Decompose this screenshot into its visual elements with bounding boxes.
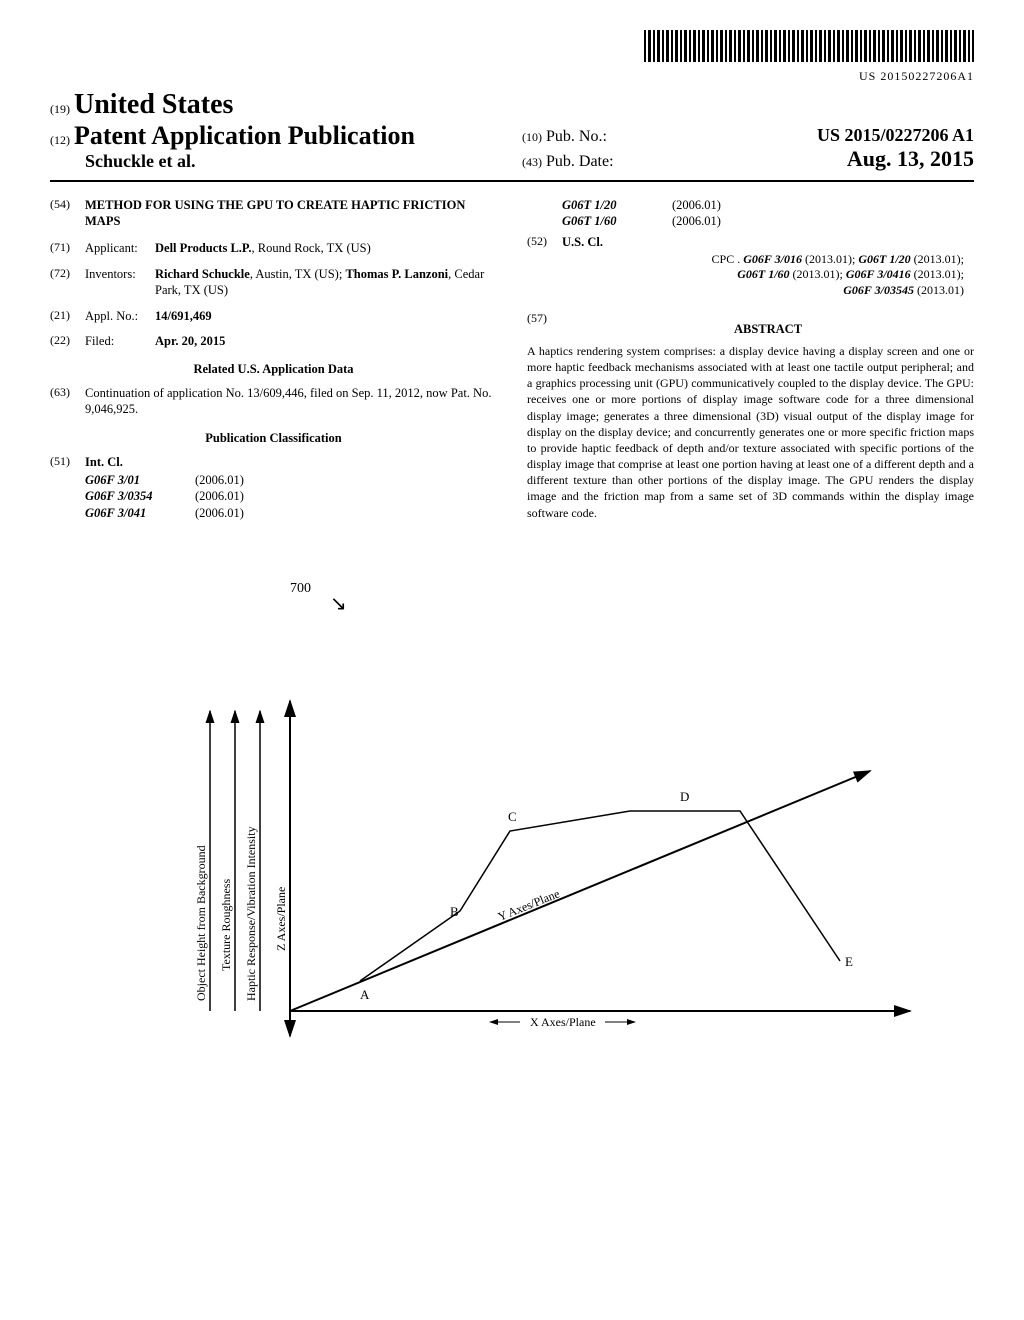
pub-no: US 2015/0227206 A1: [817, 125, 974, 146]
intcl-row: G06T 1/60(2006.01): [527, 213, 974, 229]
applicant-name: Dell Products L.P.: [155, 241, 252, 255]
cpc-line: CPC . G06F 3/016 (2013.01); G06T 1/20 (2…: [562, 252, 964, 268]
intcl-row: G06F 3/01(2006.01): [50, 472, 497, 488]
pubdate-prefix: (43): [522, 155, 542, 169]
pubtype-prefix: (12): [50, 133, 70, 147]
title-num: (54): [50, 197, 85, 230]
filed-num: (22): [50, 333, 85, 349]
left-column: (54) METHOD FOR USING THE GPU TO CREATE …: [50, 197, 497, 521]
point-e: E: [845, 954, 853, 969]
continuation-text: Continuation of application No. 13/609,4…: [85, 385, 497, 418]
figure-ref-arrow: ↘: [330, 591, 347, 616]
cpc-line: G06F 3/03545 (2013.01): [562, 283, 964, 299]
uscl-num: (52): [527, 234, 562, 250]
applicant-label: Applicant:: [85, 240, 155, 256]
inventor1: Richard Schuckle: [155, 267, 250, 281]
abstract-num: (57): [527, 311, 562, 343]
inventor1-loc: , Austin, TX (US);: [250, 267, 343, 281]
cpc-line: G06T 1/60 (2013.01); G06F 3/0416 (2013.0…: [562, 267, 964, 283]
intcl-row: G06T 1/20(2006.01): [527, 197, 974, 213]
related-header: Related U.S. Application Data: [50, 361, 497, 377]
ylabel-1: Texture Roughness: [219, 878, 233, 970]
pub-type: Patent Application Publication: [74, 121, 415, 150]
inventors-label: Inventors:: [85, 266, 155, 299]
filed-label: Filed:: [85, 333, 155, 349]
appl-label: Appl. No.:: [85, 308, 155, 324]
appl-num: (21): [50, 308, 85, 324]
abstract-label: ABSTRACT: [562, 321, 974, 337]
intcl-row: G06F 3/041(2006.01): [50, 505, 497, 521]
diag-label: Y Axes/Plane: [496, 886, 562, 923]
applicant-loc: , Round Rock, TX (US): [252, 241, 371, 255]
inventors-num: (72): [50, 266, 85, 299]
abstract-text: A haptics rendering system comprises: a …: [527, 343, 974, 521]
filed-val: Apr. 20, 2015: [155, 333, 497, 349]
pubdate-label: Pub. Date:: [546, 153, 614, 170]
continuation-num: (63): [50, 385, 85, 418]
barcode-area: US 20150227206A1: [50, 30, 974, 84]
point-b: B: [450, 904, 459, 919]
intcl-num: (51): [50, 454, 85, 470]
applicant-num: (71): [50, 240, 85, 256]
pubno-label: Pub. No.:: [546, 128, 607, 145]
ylabel-2: Haptic Response/Vibration Intensity: [244, 826, 258, 1001]
point-a: A: [360, 987, 370, 1002]
cpc-block: CPC . G06F 3/016 (2013.01); G06T 1/20 (2…: [527, 252, 974, 299]
classification-header: Publication Classification: [50, 430, 497, 446]
figure-svg: A B C D E Object Height from Background …: [150, 641, 930, 1061]
invention-title: METHOD FOR USING THE GPU TO CREATE HAPTI…: [85, 197, 497, 230]
pubno-prefix: (10): [522, 130, 542, 144]
pub-date: Aug. 13, 2015: [847, 146, 974, 172]
intcl-label: Int. Cl.: [85, 454, 497, 470]
point-d: D: [680, 789, 689, 804]
country: United States: [74, 89, 233, 120]
inventor2: Thomas P. Lanzoni: [345, 267, 448, 281]
barcode-text: US 20150227206A1: [50, 69, 974, 84]
x-label: X Axes/Plane: [530, 1015, 596, 1029]
right-column: G06T 1/20(2006.01)G06T 1/60(2006.01) (52…: [527, 197, 974, 521]
ylabel-0: Object Height from Background: [194, 845, 208, 1001]
ylabel-3: Z Axes/Plane: [274, 887, 288, 951]
country-prefix: (19): [50, 102, 70, 116]
authors: Schuckle et al.: [50, 151, 502, 172]
header: (19) United States (12) Patent Applicati…: [50, 89, 974, 182]
figure-refnum: 700: [290, 581, 311, 597]
intcl-row: G06F 3/0354(2006.01): [50, 488, 497, 504]
appl-val: 14/691,469: [155, 308, 497, 324]
figure: 700 ↘ A B C: [50, 581, 974, 1061]
uscl-label: U.S. Cl.: [562, 234, 974, 250]
point-c: C: [508, 809, 517, 824]
barcode-graphic: [644, 30, 974, 62]
